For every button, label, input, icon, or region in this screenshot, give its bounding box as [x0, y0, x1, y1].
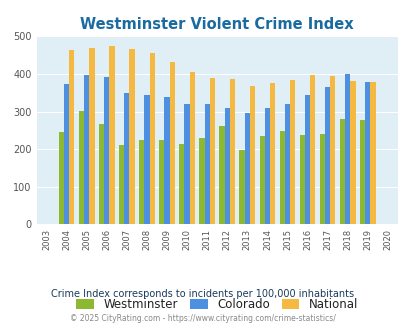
Bar — [350, 81, 355, 224]
Bar — [284, 104, 289, 224]
Bar — [64, 84, 69, 224]
Bar — [324, 87, 329, 224]
Bar — [264, 108, 269, 224]
Bar — [144, 95, 149, 224]
Bar — [84, 75, 89, 224]
Bar — [164, 97, 169, 224]
Bar — [204, 104, 209, 224]
Bar — [119, 146, 124, 224]
Bar — [309, 75, 315, 224]
Bar — [99, 124, 104, 224]
Bar — [169, 62, 175, 224]
Bar — [304, 95, 309, 224]
Bar — [369, 82, 375, 224]
Text: Crime Index corresponds to incidents per 100,000 inhabitants: Crime Index corresponds to incidents per… — [51, 289, 354, 299]
Bar — [109, 46, 114, 224]
Bar — [69, 50, 74, 224]
Legend: Westminster, Colorado, National: Westminster, Colorado, National — [76, 298, 357, 311]
Bar — [129, 49, 134, 224]
Bar — [179, 144, 184, 224]
Bar — [299, 135, 304, 224]
Bar — [139, 140, 144, 224]
Bar — [244, 114, 249, 224]
Text: © 2025 CityRating.com - https://www.cityrating.com/crime-statistics/: © 2025 CityRating.com - https://www.city… — [70, 314, 335, 323]
Bar — [59, 132, 64, 224]
Bar — [89, 48, 94, 224]
Bar — [259, 136, 264, 224]
Bar — [104, 77, 109, 224]
Bar — [189, 72, 194, 224]
Bar — [269, 83, 275, 224]
Bar — [79, 111, 84, 224]
Bar — [239, 150, 244, 224]
Bar — [359, 120, 364, 224]
Bar — [329, 76, 335, 224]
Bar — [159, 140, 164, 224]
Bar — [344, 74, 350, 224]
Bar — [319, 134, 324, 224]
Bar — [224, 108, 229, 224]
Bar — [249, 86, 254, 224]
Bar — [289, 80, 294, 224]
Title: Westminster Violent Crime Index: Westminster Violent Crime Index — [80, 17, 353, 32]
Bar — [209, 79, 215, 224]
Bar — [184, 104, 189, 224]
Bar — [229, 79, 234, 224]
Bar — [199, 138, 204, 224]
Bar — [124, 93, 129, 224]
Bar — [149, 53, 154, 224]
Bar — [279, 131, 284, 224]
Bar — [364, 82, 369, 224]
Bar — [339, 119, 344, 224]
Bar — [219, 126, 224, 224]
